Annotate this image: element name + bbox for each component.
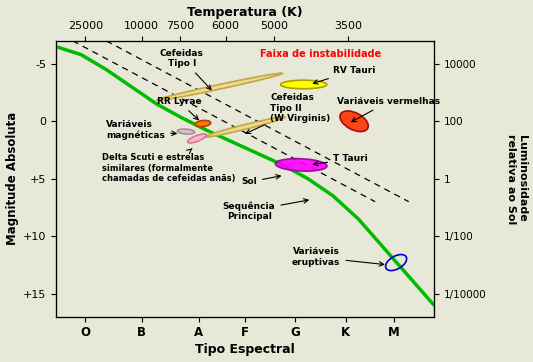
Ellipse shape	[276, 159, 327, 171]
Text: Variáveis vermelhas: Variáveis vermelhas	[337, 97, 440, 122]
Text: Delta Scuti e estrelas
similares (formalmente
chamadas de cefeidas anãs): Delta Scuti e estrelas similares (formal…	[102, 148, 236, 183]
Text: Cefeidas
Tipo I: Cefeidas Tipo I	[160, 49, 211, 90]
Text: T Tauri: T Tauri	[313, 155, 368, 166]
Ellipse shape	[188, 134, 206, 143]
Ellipse shape	[340, 111, 368, 131]
Text: RR Lyrae: RR Lyrae	[157, 97, 201, 120]
Text: Faixa de instabilidade: Faixa de instabilidade	[260, 49, 381, 59]
Ellipse shape	[205, 117, 285, 137]
Y-axis label: Magnitude Absoluta: Magnitude Absoluta	[5, 112, 19, 245]
Text: Sequência
Principal: Sequência Principal	[223, 199, 308, 221]
Ellipse shape	[280, 80, 327, 89]
Text: Variáveis
eruptivas: Variáveis eruptivas	[292, 248, 384, 267]
X-axis label: Temperatura (K): Temperatura (K)	[187, 5, 303, 18]
Text: Sol: Sol	[241, 174, 280, 186]
Text: RV Tauri: RV Tauri	[313, 66, 375, 84]
Text: Variáveis
magnéticas: Variáveis magnéticas	[106, 121, 176, 140]
Text: Cefeidas
Tipo II
(W Virginis): Cefeidas Tipo II (W Virginis)	[246, 93, 330, 134]
X-axis label: Tipo Espectral: Tipo Espectral	[195, 344, 295, 357]
Ellipse shape	[157, 73, 282, 100]
Y-axis label: Luminosidade
relativa ao Sol: Luminosidade relativa ao Sol	[506, 134, 528, 224]
Ellipse shape	[195, 121, 211, 127]
Ellipse shape	[177, 129, 195, 134]
